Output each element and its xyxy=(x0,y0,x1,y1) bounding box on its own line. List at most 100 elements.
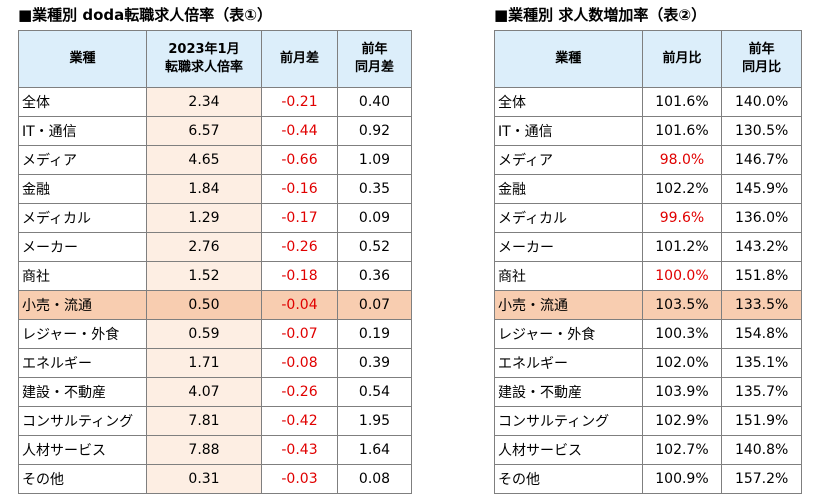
mom-ratio-cell: 100.0% xyxy=(641,261,723,291)
table-row: 人材サービス 7.88 -0.43 1.64 xyxy=(18,435,412,465)
table-row: その他 100.9% 157.2% xyxy=(494,464,802,494)
mom-diff-cell: -0.42 xyxy=(261,406,338,436)
table-row: 全体 2.34 -0.21 0.40 xyxy=(18,87,412,117)
yoy-diff-cell: 0.35 xyxy=(337,174,412,204)
mom-ratio-cell: 100.9% xyxy=(641,464,723,494)
industry-cell: メディア xyxy=(494,145,643,175)
ratio-cell: 4.07 xyxy=(146,377,262,407)
yoy-diff-cell: 0.40 xyxy=(337,87,412,117)
industry-cell: コンサルティング xyxy=(494,406,643,436)
header-industry: 業種 xyxy=(18,30,147,88)
ratio-cell: 1.71 xyxy=(146,348,262,378)
header-industry: 業種 xyxy=(494,30,643,88)
mom-diff-cell: -0.17 xyxy=(261,203,338,233)
mom-diff-cell: -0.16 xyxy=(261,174,338,204)
mom-diff-cell: -0.43 xyxy=(261,435,338,465)
industry-cell: 小売・流通 xyxy=(18,290,147,320)
yoy-diff-cell: 0.36 xyxy=(337,261,412,291)
yoy-ratio-cell: 135.1% xyxy=(721,348,802,378)
mom-diff-cell: -0.18 xyxy=(261,261,338,291)
mom-ratio-cell: 98.0% xyxy=(641,145,723,175)
ratio-cell: 4.65 xyxy=(146,145,262,175)
industry-cell: 商社 xyxy=(18,261,147,291)
industry-cell: メーカー xyxy=(494,232,643,262)
table-row: エネルギー 1.71 -0.08 0.39 xyxy=(18,348,412,378)
table-row: メディカル 99.6% 136.0% xyxy=(494,203,802,233)
mom-ratio-cell: 102.0% xyxy=(641,348,723,378)
mom-ratio-cell: 102.7% xyxy=(641,435,723,465)
yoy-ratio-cell: 136.0% xyxy=(721,203,802,233)
industry-cell: エネルギー xyxy=(494,348,643,378)
table-row: メディカル 1.29 -0.17 0.09 xyxy=(18,203,412,233)
table2-panel: ■業種別 求人数増加率（表②） 業種 前月比 前年 同月比 全体 101.6% 14… xyxy=(494,0,802,494)
yoy-ratio-cell: 151.9% xyxy=(721,406,802,436)
industry-cell: 建設・不動産 xyxy=(18,377,147,407)
ratio-cell: 2.34 xyxy=(146,87,262,117)
mom-ratio-cell: 103.9% xyxy=(641,377,723,407)
table-row: IT・通信 101.6% 130.5% xyxy=(494,116,802,146)
yoy-diff-cell: 0.08 xyxy=(337,464,412,494)
industry-cell: 金融 xyxy=(494,174,643,204)
mom-ratio-cell: 102.9% xyxy=(641,406,723,436)
mom-diff-cell: -0.21 xyxy=(261,87,338,117)
mom-ratio-cell: 101.2% xyxy=(641,232,723,262)
table-row: 小売・流通 0.50 -0.04 0.07 xyxy=(18,290,412,320)
industry-cell: 小売・流通 xyxy=(494,290,643,320)
mom-ratio-cell: 103.5% xyxy=(641,290,723,320)
table-row: メディア 98.0% 146.7% xyxy=(494,145,802,175)
header-yoy-diff: 前年 同月差 xyxy=(337,30,412,88)
table-row: 金融 102.2% 145.9% xyxy=(494,174,802,204)
mom-ratio-cell: 101.6% xyxy=(641,87,723,117)
ratio-cell: 1.29 xyxy=(146,203,262,233)
table-row: その他 0.31 -0.03 0.08 xyxy=(18,464,412,494)
mom-diff-cell: -0.08 xyxy=(261,348,338,378)
table1-panel: ■業種別 doda転職求人倍率（表①） 業種 2023年1月 転職求人倍率 前月… xyxy=(18,0,413,494)
mom-diff-cell: -0.44 xyxy=(261,116,338,146)
yoy-ratio-cell: 157.2% xyxy=(721,464,802,494)
yoy-diff-cell: 1.95 xyxy=(337,406,412,436)
table-row: 建設・不動産 4.07 -0.26 0.54 xyxy=(18,377,412,407)
industry-cell: メーカー xyxy=(18,232,147,262)
industry-cell: 全体 xyxy=(494,87,643,117)
yoy-diff-cell: 0.92 xyxy=(337,116,412,146)
header-mom-ratio: 前月比 xyxy=(641,30,723,88)
table1-title: ■業種別 doda転職求人倍率（表①） xyxy=(18,6,272,24)
table-row: 金融 1.84 -0.16 0.35 xyxy=(18,174,412,204)
yoy-ratio-cell: 130.5% xyxy=(721,116,802,146)
mom-diff-cell: -0.07 xyxy=(261,319,338,349)
yoy-diff-cell: 0.07 xyxy=(337,290,412,320)
table-row: IT・通信 6.57 -0.44 0.92 xyxy=(18,116,412,146)
table-row: レジャー・外食 0.59 -0.07 0.19 xyxy=(18,319,412,349)
mom-ratio-cell: 102.2% xyxy=(641,174,723,204)
table-row: レジャー・外食 100.3% 154.8% xyxy=(494,319,802,349)
mom-ratio-cell: 99.6% xyxy=(641,203,723,233)
ratio-cell: 2.76 xyxy=(146,232,262,262)
industry-cell: 人材サービス xyxy=(18,435,147,465)
industry-cell: その他 xyxy=(18,464,147,494)
industry-cell: その他 xyxy=(494,464,643,494)
ratio-cell: 7.88 xyxy=(146,435,262,465)
table-row: コンサルティング 102.9% 151.9% xyxy=(494,406,802,436)
table-row: 建設・不動産 103.9% 135.7% xyxy=(494,377,802,407)
mom-diff-cell: -0.26 xyxy=(261,377,338,407)
yoy-diff-cell: 0.54 xyxy=(337,377,412,407)
mom-diff-cell: -0.26 xyxy=(261,232,338,262)
table-row: 商社 100.0% 151.8% xyxy=(494,261,802,291)
mom-diff-cell: -0.04 xyxy=(261,290,338,320)
yoy-ratio-cell: 143.2% xyxy=(721,232,802,262)
table-row: エネルギー 102.0% 135.1% xyxy=(494,348,802,378)
industry-cell: 金融 xyxy=(18,174,147,204)
ratio-cell: 0.31 xyxy=(146,464,262,494)
yoy-diff-cell: 0.19 xyxy=(337,319,412,349)
yoy-diff-cell: 0.52 xyxy=(337,232,412,262)
mom-ratio-cell: 101.6% xyxy=(641,116,723,146)
ratio-cell: 0.59 xyxy=(146,319,262,349)
table-row: 人材サービス 102.7% 140.8% xyxy=(494,435,802,465)
table1-header-row: 業種 2023年1月 転職求人倍率 前月差 前年 同月差 xyxy=(18,30,412,88)
ratio-cell: 6.57 xyxy=(146,116,262,146)
industry-cell: メディカル xyxy=(18,203,147,233)
mom-diff-cell: -0.03 xyxy=(261,464,338,494)
header-mom-diff: 前月差 xyxy=(261,30,338,88)
industry-cell: 建設・不動産 xyxy=(494,377,643,407)
table-row: 全体 101.6% 140.0% xyxy=(494,87,802,117)
